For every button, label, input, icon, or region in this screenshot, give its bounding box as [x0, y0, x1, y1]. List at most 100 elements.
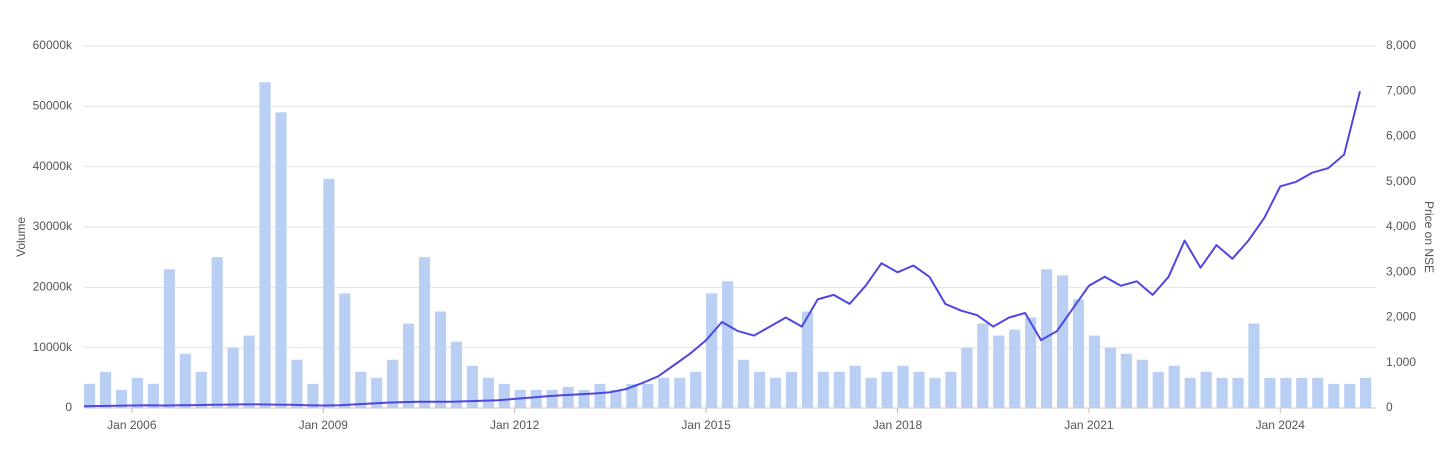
- volume-bar: [275, 112, 287, 408]
- volume-bar: [610, 389, 622, 408]
- volume-bar: [594, 383, 606, 408]
- volume-bar: [753, 371, 766, 408]
- volume-bar: [897, 365, 909, 408]
- volume-bar: [1232, 377, 1244, 408]
- volume-bar: [530, 389, 542, 408]
- volume-bar: [961, 347, 973, 408]
- volume-bar: [179, 353, 191, 408]
- volume-bar: [84, 383, 96, 408]
- volume-bar: [371, 377, 383, 408]
- volume-bar: [450, 341, 463, 408]
- x-tick-label: Jan 2009: [299, 418, 349, 432]
- y2-tick-label: 8,000: [1386, 38, 1416, 52]
- volume-bar: [147, 383, 159, 408]
- y2-tick-label: 5,000: [1386, 174, 1416, 188]
- volume-bar: [434, 311, 447, 408]
- volume-bar: [801, 311, 813, 408]
- y2-tick-label: 6,000: [1386, 129, 1416, 143]
- volume-bar: [1296, 377, 1308, 408]
- volume-bar: [418, 257, 431, 408]
- y2-tick-label: 2,000: [1386, 310, 1416, 324]
- volume-bar: [99, 371, 112, 408]
- volume-bar: [674, 377, 686, 408]
- volume-bar: [1344, 383, 1356, 408]
- volume-bar: [1280, 377, 1292, 408]
- y2-axis-title: Price on NSE: [1422, 201, 1436, 273]
- volume-bar: [163, 269, 175, 408]
- y-tick-label: 30000k: [33, 219, 73, 233]
- volume-bar: [690, 371, 702, 408]
- volume-bar: [642, 383, 654, 408]
- volume-bar: [993, 335, 1005, 408]
- volume-bar: [355, 371, 367, 408]
- volume-bar: [833, 371, 845, 408]
- volume-bar: [929, 377, 941, 408]
- volume-bar: [498, 383, 510, 408]
- volume-bar: [881, 371, 893, 408]
- volume-bar: [1248, 323, 1260, 408]
- x-tick-label: Jan 2021: [1064, 418, 1114, 432]
- volume-bar: [1009, 329, 1021, 408]
- y-tick-label: 0: [65, 400, 72, 414]
- volume-bar: [211, 257, 223, 408]
- volume-bar: [785, 371, 797, 408]
- y2-tick-label: 4,000: [1386, 219, 1416, 233]
- volume-bar: [1152, 371, 1164, 408]
- volume-bar: [307, 383, 319, 408]
- x-tick-label: Jan 2024: [1256, 418, 1306, 432]
- volume-bar: [546, 389, 558, 408]
- volume-bar: [626, 383, 638, 408]
- y2-tick-label: 0: [1386, 400, 1393, 414]
- y-tick-label: 60000k: [33, 38, 73, 52]
- volume-bar: [259, 82, 271, 408]
- y2-tick-label: 3,000: [1386, 264, 1416, 278]
- y-tick-label: 20000k: [33, 280, 73, 294]
- volume-bar: [658, 377, 670, 408]
- volume-bar: [1312, 377, 1324, 408]
- volume-bar: [1025, 317, 1037, 408]
- y2-tick-label: 7,000: [1386, 83, 1416, 97]
- volume-bar: [578, 389, 590, 408]
- x-tick-label: Jan 2018: [873, 418, 923, 432]
- volume-bar: [323, 178, 335, 408]
- volume-bar: [722, 281, 734, 408]
- volume-bar: [482, 377, 494, 408]
- price-line: [83, 91, 1361, 408]
- volume-bar: [1120, 353, 1132, 408]
- y-tick-label: 50000k: [33, 99, 73, 113]
- volume-bar: [195, 371, 207, 408]
- volume-bar: [1072, 299, 1085, 408]
- volume-bar: [1168, 365, 1180, 408]
- volume-bar: [227, 347, 239, 408]
- volume-bar: [115, 389, 128, 408]
- volume-bar: [339, 293, 351, 408]
- x-tick-label: Jan 2006: [107, 418, 157, 432]
- volume-bar: [817, 371, 829, 408]
- volume-bar: [737, 359, 750, 408]
- volume-bar: [977, 323, 989, 408]
- volume-bar: [1328, 383, 1340, 408]
- y-tick-label: 40000k: [33, 159, 73, 173]
- volume-bar: [291, 359, 303, 408]
- volume-bar: [562, 386, 574, 408]
- y-axis-title: Volume: [14, 217, 28, 257]
- volume-bar: [403, 323, 415, 408]
- volume-bar: [1088, 335, 1101, 408]
- volume-bar: [131, 377, 144, 408]
- volume-bar: [865, 377, 877, 408]
- y-tick-label: 10000k: [33, 340, 73, 354]
- x-tick-label: Jan 2015: [681, 418, 731, 432]
- volume-bar: [849, 365, 861, 408]
- volume-bar: [913, 371, 925, 408]
- volume-bar: [466, 365, 478, 408]
- volume-bar: [945, 371, 957, 408]
- volume-bar: [1264, 377, 1276, 408]
- volume-bar: [1104, 347, 1117, 408]
- volume-bar: [387, 359, 399, 408]
- x-tick-label: Jan 2012: [490, 418, 540, 432]
- volume-bar: [1041, 269, 1053, 408]
- volume-bar: [1216, 377, 1228, 408]
- volume-bar: [1184, 377, 1196, 408]
- volume-bar: [1056, 275, 1069, 408]
